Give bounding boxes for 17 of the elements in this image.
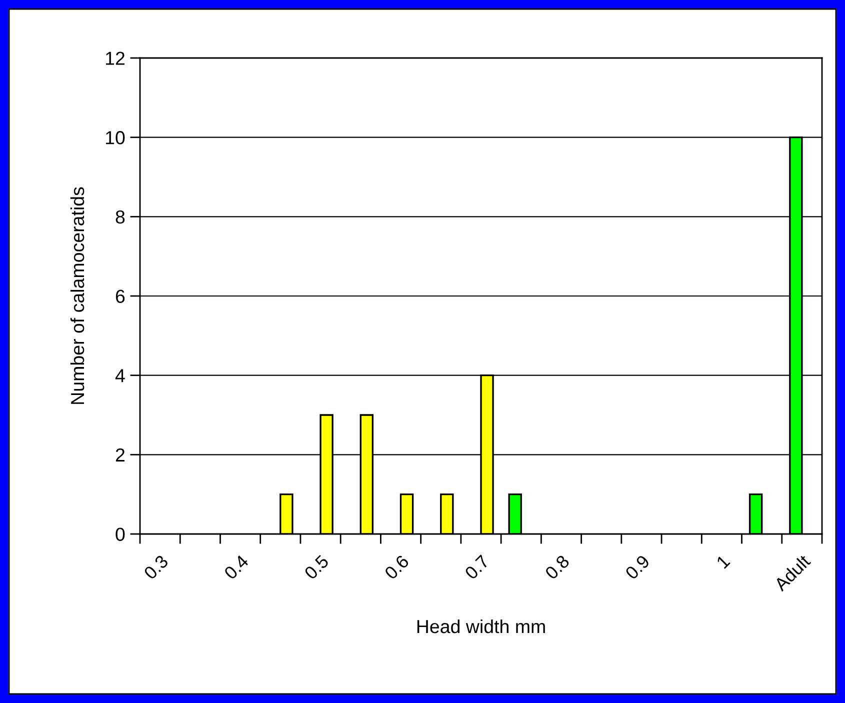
x-tick-label: 0.7: [464, 554, 490, 580]
x-tick-label: 0.6: [384, 554, 410, 580]
y-tick-label: 8: [116, 210, 125, 224]
x-tick-label: 0.4: [223, 554, 250, 580]
x-tick-label: 0.3: [143, 554, 169, 580]
x-tick-label: 0.5: [304, 554, 330, 580]
y-tick-label: 6: [116, 290, 125, 303]
y-tick-label: 2: [116, 448, 124, 462]
x-tick-label: 1: [716, 554, 730, 569]
y-tick-label: 4: [115, 369, 125, 382]
x-axis-title: Head width mm: [417, 619, 545, 634]
y-tick-label: 0: [116, 528, 125, 541]
x-tick-label: 0.8: [544, 554, 570, 580]
y-axis-title: Number of calamoceratids: [70, 187, 84, 404]
y-tick-label: 10: [106, 131, 125, 144]
y-tick-label: 12: [106, 52, 124, 65]
x-tick-label: 0.9: [624, 554, 650, 580]
